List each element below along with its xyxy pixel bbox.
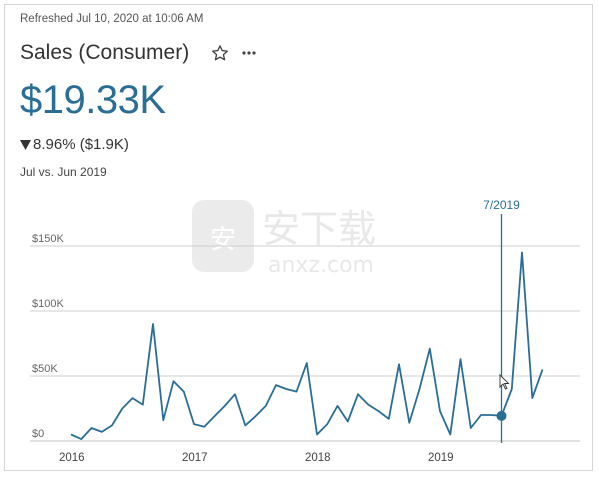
highlight-point	[496, 410, 507, 421]
title-row: Sales (Consumer)	[20, 40, 257, 66]
y-tick-label: $100K	[32, 298, 64, 310]
y-tick-label: $150K	[32, 233, 64, 245]
triangle-down-icon	[20, 139, 31, 150]
mouse-cursor-icon	[499, 373, 510, 390]
watermark: 安 安下载 anxz.com	[192, 200, 376, 278]
data-points	[496, 410, 507, 421]
reference-line-label: 7/2019	[483, 198, 520, 212]
star-icon[interactable]	[211, 44, 229, 62]
x-tick-label: 2017	[182, 452, 208, 464]
y-tick-label: $50K	[32, 363, 58, 375]
reference-line-group: 7/2019	[483, 198, 520, 443]
watermark-shield-icon	[192, 200, 254, 272]
kpi-value: $19.33K	[20, 78, 166, 122]
sales-series-line[interactable]	[70, 251, 544, 440]
kpi-change: 8.96% ($1.9K)	[20, 136, 129, 153]
watermark-domain: anxz.com	[268, 253, 374, 278]
gridlines	[30, 245, 580, 442]
kpi-change-text: 8.96% ($1.9K)	[33, 136, 129, 153]
x-tick-label: 2019	[428, 452, 454, 464]
watermark-cn-text: 安下载	[262, 207, 376, 251]
y-tick-label: $0	[32, 428, 44, 440]
x-tick-label: 2016	[59, 452, 85, 464]
x-axis-ticks: 2016 2017 2018 2019	[59, 452, 454, 464]
x-tick-label: 2018	[305, 452, 331, 464]
watermark-shield-text: 安	[210, 225, 236, 255]
refreshed-timestamp: Refreshed Jul 10, 2020 at 10:06 AM	[20, 13, 204, 25]
y-axis-ticks: $0 $50K $100K $150K	[32, 233, 64, 440]
more-horizontal-icon[interactable]	[241, 44, 257, 62]
card-title: Sales (Consumer)	[20, 41, 190, 64]
kpi-card	[4, 4, 593, 471]
comparison-period: Jul vs. Jun 2019	[20, 165, 107, 179]
